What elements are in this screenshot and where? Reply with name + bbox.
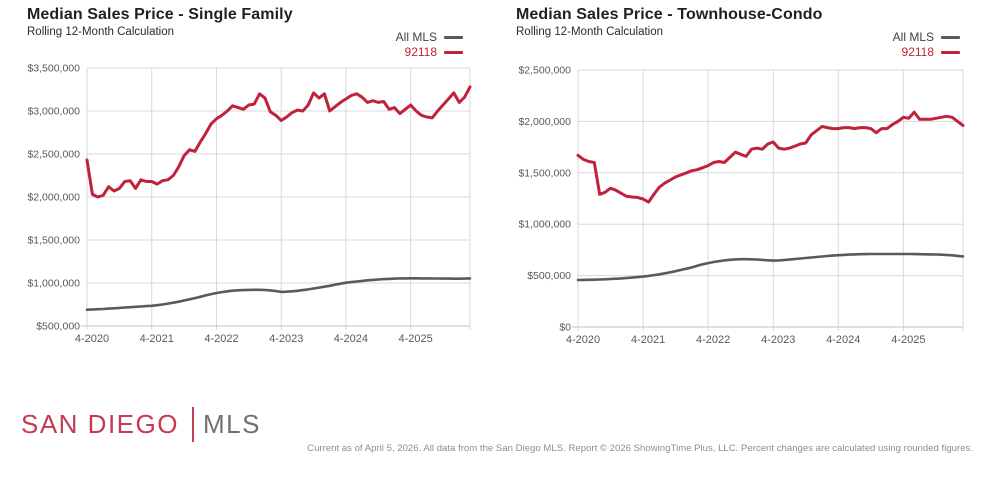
- svg-text:$2,000,000: $2,000,000: [27, 192, 80, 204]
- chart-subtitle: Rolling 12-Month Calculation: [27, 26, 175, 38]
- legend-label: 92118: [901, 45, 934, 59]
- plot-area: $3,500,000 $3,000,000 $2,500,000 $2,000,000…: [27, 63, 472, 345]
- svg-text:$1,000,000: $1,000,000: [518, 219, 571, 231]
- svg-text:4-2022: 4-2022: [204, 333, 238, 345]
- logo-text-mls: MLS: [202, 409, 261, 439]
- logo-divider-bar: [191, 407, 194, 442]
- chart-title: Median Sales Price - Townhouse-Condo: [516, 6, 823, 23]
- footer-disclaimer: Current as of April 5, 2026. All data fr…: [307, 443, 973, 454]
- legend-item-all-mls: All MLS: [893, 31, 960, 43]
- svg-text:4-2025: 4-2025: [399, 333, 433, 345]
- legend: All MLS 92118: [893, 31, 960, 58]
- svg-text:$2,000,000: $2,000,000: [518, 116, 571, 128]
- legend: All MLS 92118: [396, 31, 463, 58]
- legend-line-swatch: [941, 50, 960, 54]
- svg-text:$1,500,000: $1,500,000: [27, 235, 80, 247]
- svg-text:4-2021: 4-2021: [140, 333, 174, 345]
- chart-title: Median Sales Price - Single Family: [27, 6, 293, 23]
- svg-text:4-2021: 4-2021: [631, 334, 665, 346]
- svg-text:$1,500,000: $1,500,000: [518, 167, 571, 179]
- svg-text:4-2020: 4-2020: [75, 333, 109, 345]
- legend-item-92118: 92118: [405, 46, 463, 58]
- svg-text:$1,000,000: $1,000,000: [27, 278, 80, 290]
- svg-text:$2,500,000: $2,500,000: [518, 65, 571, 77]
- svg-text:$3,000,000: $3,000,000: [27, 106, 80, 118]
- san-diego-mls-logo: SAN DIEGO MLS: [21, 407, 261, 442]
- chart-subtitle: Rolling 12-Month Calculation: [516, 26, 664, 38]
- svg-text:4-2024: 4-2024: [334, 333, 368, 345]
- legend-line-swatch: [444, 50, 463, 54]
- svg-text:4-2022: 4-2022: [696, 334, 730, 346]
- single-family-chart: Median Sales Price - Single Family Rolli…: [0, 0, 497, 380]
- svg-text:4-2020: 4-2020: [566, 334, 600, 346]
- legend-line-swatch: [444, 35, 463, 39]
- legend-label: All MLS: [892, 30, 934, 44]
- svg-text:4-2023: 4-2023: [761, 334, 795, 346]
- svg-text:$2,500,000: $2,500,000: [27, 149, 80, 161]
- legend-item-92118: 92118: [902, 46, 960, 58]
- logo-text-san-diego: SAN DIEGO: [21, 409, 179, 439]
- svg-text:4-2023: 4-2023: [269, 333, 303, 345]
- svg-text:$500,000: $500,000: [527, 270, 571, 282]
- svg-text:4-2025: 4-2025: [891, 334, 925, 346]
- svg-text:4-2024: 4-2024: [826, 334, 860, 346]
- svg-text:$3,500,000: $3,500,000: [27, 63, 80, 75]
- legend-item-all-mls: All MLS: [396, 31, 463, 43]
- legend-line-swatch: [941, 35, 960, 39]
- legend-label: 92118: [404, 45, 437, 59]
- legend-label: All MLS: [395, 30, 437, 44]
- townhouse-condo-chart: Median Sales Price - Townhouse-Condo Rol…: [497, 0, 995, 380]
- svg-text:$0: $0: [559, 322, 571, 334]
- svg-text:$500,000: $500,000: [36, 321, 80, 333]
- plot-area: $2,500,000 $2,000,000 $1,500,000 $1,000,000…: [518, 65, 965, 346]
